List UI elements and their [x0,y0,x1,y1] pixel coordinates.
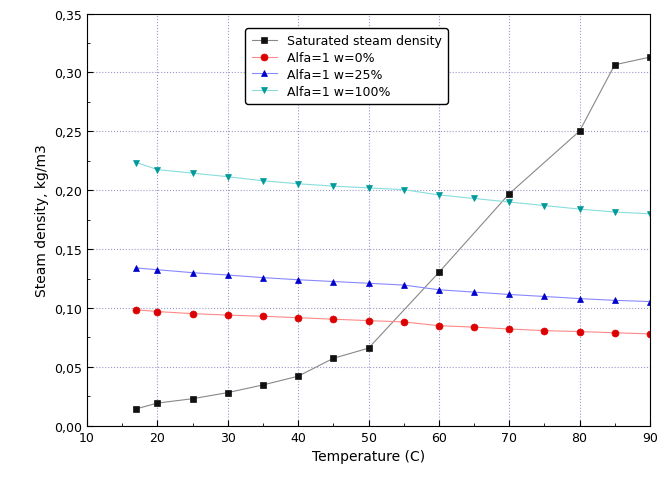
Alfa=1 w=25% [399,283,407,288]
Line: Alfa=1 w=0%: Alfa=1 w=0% [133,307,653,338]
Alfa=1 w=25% [646,299,654,305]
Alfa=1 w=100% [646,212,654,217]
Alfa=1 w=0% [646,332,654,337]
Line: Alfa=1 w=25%: Alfa=1 w=25% [133,265,653,305]
Legend: Saturated steam density, Alfa=1 w=0%, Alfa=1 w=25%, Alfa=1 w=100%: Saturated steam density, Alfa=1 w=0%, Al… [245,29,448,105]
X-axis label: Temperature (C): Temperature (C) [312,449,425,463]
Alfa=1 w=100% [399,187,407,193]
Alfa=1 w=100% [259,179,267,184]
Alfa=1 w=0% [435,323,443,329]
Alfa=1 w=0% [576,329,584,335]
Saturated steam density [259,382,267,388]
Alfa=1 w=0% [294,315,302,321]
Alfa=1 w=100% [470,196,478,202]
Alfa=1 w=100% [189,171,197,177]
Saturated steam density [153,400,161,406]
Alfa=1 w=100% [540,203,548,209]
Line: Alfa=1 w=100%: Alfa=1 w=100% [133,160,653,218]
Alfa=1 w=25% [153,267,161,273]
Alfa=1 w=25% [470,289,478,295]
Alfa=1 w=100% [153,167,161,173]
Y-axis label: Steam density, kg/m3: Steam density, kg/m3 [35,144,49,296]
Alfa=1 w=100% [224,174,232,180]
Alfa=1 w=0% [133,307,141,313]
Saturated steam density [133,406,141,412]
Alfa=1 w=100% [611,210,619,215]
Alfa=1 w=0% [189,311,197,317]
Saturated steam density [646,55,654,61]
Saturated steam density [224,390,232,396]
Alfa=1 w=100% [330,184,337,190]
Alfa=1 w=0% [364,318,373,324]
Line: Saturated steam density: Saturated steam density [133,55,653,412]
Alfa=1 w=25% [435,287,443,293]
Alfa=1 w=25% [540,294,548,300]
Saturated steam density [294,374,302,379]
Alfa=1 w=25% [189,270,197,276]
Alfa=1 w=0% [470,324,478,330]
Alfa=1 w=0% [259,314,267,319]
Alfa=1 w=0% [611,330,619,336]
Saturated steam density [611,63,619,69]
Alfa=1 w=100% [294,182,302,187]
Alfa=1 w=0% [330,317,337,322]
Saturated steam density [435,270,443,276]
Saturated steam density [189,396,197,402]
Alfa=1 w=0% [153,309,161,315]
Alfa=1 w=100% [435,193,443,198]
Alfa=1 w=0% [224,313,232,318]
Alfa=1 w=25% [611,298,619,303]
Alfa=1 w=0% [399,319,407,325]
Alfa=1 w=0% [505,326,513,332]
Alfa=1 w=100% [576,207,584,212]
Alfa=1 w=100% [505,200,513,206]
Alfa=1 w=25% [330,279,337,285]
Alfa=1 w=25% [364,281,373,287]
Alfa=1 w=25% [576,296,584,302]
Alfa=1 w=100% [364,185,373,191]
Saturated steam density [330,356,337,362]
Saturated steam density [364,346,373,351]
Saturated steam density [505,192,513,197]
Alfa=1 w=25% [505,292,513,298]
Alfa=1 w=100% [133,160,141,166]
Alfa=1 w=25% [224,272,232,278]
Alfa=1 w=25% [133,266,141,272]
Saturated steam density [576,129,584,135]
Alfa=1 w=0% [540,328,548,334]
Alfa=1 w=25% [294,277,302,283]
Alfa=1 w=25% [259,275,267,281]
